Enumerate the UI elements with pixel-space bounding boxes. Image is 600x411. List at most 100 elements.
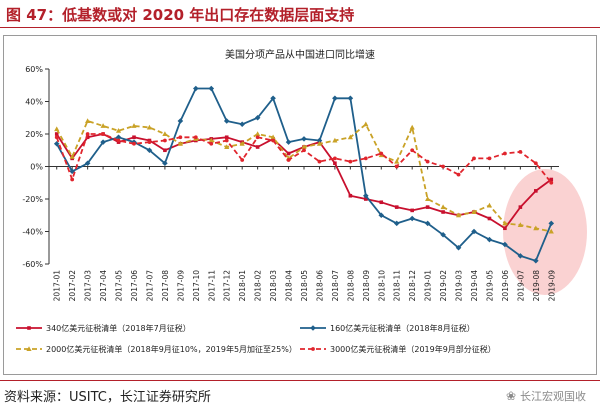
data-point: [101, 132, 105, 136]
legend-label: 160亿美元征税清单（2018年8月征税）: [330, 323, 475, 333]
legend-label: 2000亿美元征税清单（2018年9月征10%，2019年5月加征至25%）: [46, 344, 297, 354]
x-tick-label: 2019-03: [455, 270, 464, 302]
data-point: [455, 212, 462, 218]
data-point: [363, 156, 368, 161]
x-tick-label: 2018-11: [393, 270, 402, 302]
legend-label: 340亿美元征税清单（2018年7月征税）: [46, 323, 191, 333]
data-point: [70, 177, 75, 182]
data-point: [486, 202, 493, 208]
data-point: [69, 153, 75, 159]
x-tick-label: 2018-01: [238, 270, 247, 302]
x-tick-label: 2017-10: [192, 270, 201, 302]
x-tick-label: 2019-02: [439, 270, 448, 302]
data-point: [517, 222, 523, 227]
data-point: [255, 135, 260, 140]
data-point: [548, 220, 555, 227]
data-point: [441, 164, 445, 169]
data-point: [132, 141, 136, 146]
source-note: 资料来源：USITC，长江证券研究所: [4, 390, 211, 405]
data-point: [440, 231, 446, 238]
data-point: [333, 161, 337, 166]
data-point: [518, 205, 523, 209]
data-point: [549, 177, 554, 182]
x-tick-label: 2018-05: [300, 270, 309, 302]
y-tick-label: 20%: [25, 130, 43, 139]
data-point: [548, 228, 554, 234]
data-point: [100, 123, 106, 128]
data-point: [54, 126, 60, 132]
data-point: [224, 144, 230, 149]
x-tick-label: 2018-04: [285, 270, 294, 302]
data-point: [53, 140, 60, 147]
data-point: [132, 135, 136, 140]
x-tick-label: 2018-12: [408, 270, 417, 302]
x-tick-label: 2017-06: [130, 270, 139, 302]
data-point: [425, 159, 430, 164]
data-point: [456, 172, 461, 177]
data-point: [131, 123, 137, 128]
data-point: [286, 151, 291, 156]
x-tick-label: 2018-03: [269, 270, 278, 302]
data-point: [316, 137, 323, 144]
data-point: [332, 95, 338, 102]
data-point: [347, 134, 353, 140]
figure-title: 图 47：低基数或对 2020 年出口存在数据层面支持: [6, 6, 355, 24]
data-point: [441, 210, 445, 214]
data-point: [394, 164, 399, 169]
data-point: [363, 192, 369, 199]
data-point: [409, 215, 415, 222]
data-point: [85, 135, 90, 140]
data-point: [424, 220, 431, 227]
data-point: [425, 196, 431, 201]
data-point: [502, 241, 508, 248]
data-point: [163, 138, 167, 143]
data-point: [224, 135, 229, 140]
legend-marker: [26, 346, 32, 351]
data-point: [348, 193, 353, 198]
wechat-icon: ❀: [505, 389, 516, 403]
x-tick-label: 2018-09: [362, 270, 371, 302]
title-divider: [0, 27, 600, 28]
data-point: [379, 200, 384, 205]
y-tick-label: 40%: [25, 98, 43, 107]
data-point: [240, 158, 245, 162]
y-tick-label: -20%: [22, 195, 43, 204]
x-tick-label: 2017-01: [53, 270, 62, 302]
legend-marker: [27, 326, 31, 330]
data-point: [115, 127, 122, 133]
legend-label: 3000亿美元征税清单（2019年9月部分征税）: [330, 344, 496, 354]
data-point: [285, 139, 292, 145]
data-point: [85, 132, 90, 136]
chart-frame: 美国分项产品从中国进口同比增速 60% 40% 20% 0% -20% -40% -60% 2…: [3, 35, 597, 375]
data-point: [549, 180, 554, 185]
x-tick-label: 2017-08: [161, 270, 170, 302]
x-tick-label: 2018-06: [315, 270, 324, 302]
data-point: [393, 220, 400, 227]
data-point: [347, 95, 354, 102]
data-point: [178, 135, 183, 140]
data-point: [503, 151, 507, 156]
data-point: [518, 149, 523, 154]
x-tick-label: 2018-02: [254, 270, 263, 302]
data-point: [146, 147, 153, 154]
data-point: [116, 138, 121, 143]
data-point: [208, 85, 215, 92]
data-point: [487, 216, 492, 221]
data-point: [472, 156, 476, 161]
data-point: [487, 156, 492, 161]
data-point: [162, 131, 168, 136]
data-point: [286, 158, 291, 162]
data-point: [177, 140, 183, 146]
x-tick-label: 2019-04: [470, 270, 479, 302]
data-point: [85, 118, 91, 123]
data-point: [162, 160, 168, 167]
x-tick-label: 2019-08: [532, 270, 541, 302]
data-point: [147, 140, 152, 145]
data-point: [301, 144, 307, 149]
y-tick-label: -60%: [22, 260, 43, 269]
x-tick-label: 2018-07: [331, 270, 340, 302]
data-point: [254, 114, 261, 121]
x-tick-label: 2017-11: [207, 270, 216, 302]
data-point: [223, 118, 230, 124]
data-point: [163, 148, 167, 153]
